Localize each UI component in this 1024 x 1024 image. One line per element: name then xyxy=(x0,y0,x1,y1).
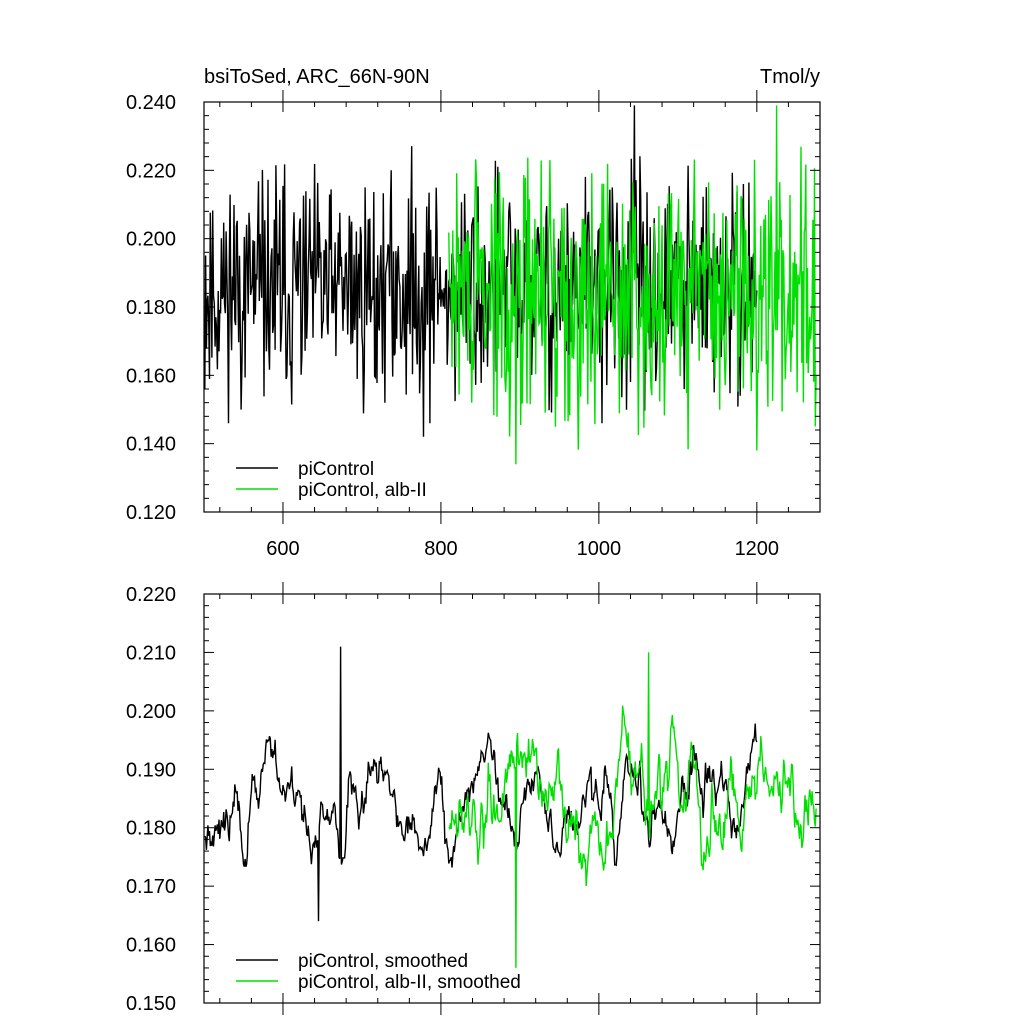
x-tick-label: 800 xyxy=(424,538,457,560)
plot-frame xyxy=(203,593,821,1004)
y-tick-label: 0.180 xyxy=(126,818,176,840)
x-tick-label: 600 xyxy=(266,538,299,560)
y-tick-label: 0.170 xyxy=(126,876,176,898)
y-tick-label: 0.180 xyxy=(126,297,176,319)
y-tick-label: 0.220 xyxy=(126,584,176,606)
y-tick-label: 0.240 xyxy=(126,92,176,114)
series-line-picontrol xyxy=(204,105,758,437)
chart-panel-1: 0.120 0.140 0.160 0.180 0.200 0.220 0.240 600 80… xyxy=(126,66,821,560)
y-tick-label: 0.210 xyxy=(126,642,176,664)
y-tick-label: 0.190 xyxy=(126,759,176,781)
y-tick-label: 0.200 xyxy=(126,701,176,723)
y-tick-label: 0.200 xyxy=(126,229,176,251)
chart-title: bsiToSed, ARC_66N-90N xyxy=(204,66,430,88)
y-tick-label: 0.150 xyxy=(126,993,176,1015)
y-tick-label: 0.220 xyxy=(126,160,176,182)
legend-label: piControl, alb-II xyxy=(298,480,427,501)
chart-panel-2: 0.150 0.160 0.170 0.180 0.190 0.200 0.210 0.220… xyxy=(126,582,821,1015)
units-label: Tmol/y xyxy=(760,66,820,88)
y-tick-label: 0.120 xyxy=(126,502,176,524)
series-line-alb-ii xyxy=(448,652,817,968)
legend-label: piControl, smoothed xyxy=(298,951,468,972)
series-line-alb-ii xyxy=(448,105,817,465)
legend-label: piControl xyxy=(298,459,374,480)
x-tick-label: 1000 xyxy=(577,538,622,560)
x-tick-label: 1200 xyxy=(735,538,780,560)
y-tick-label: 0.140 xyxy=(126,434,176,456)
y-tick-label: 0.160 xyxy=(126,365,176,387)
series-line-picontrol xyxy=(204,646,758,922)
y-tick-label: 0.160 xyxy=(126,935,176,957)
legend-label: piControl, alb-II, smoothed xyxy=(298,972,521,993)
